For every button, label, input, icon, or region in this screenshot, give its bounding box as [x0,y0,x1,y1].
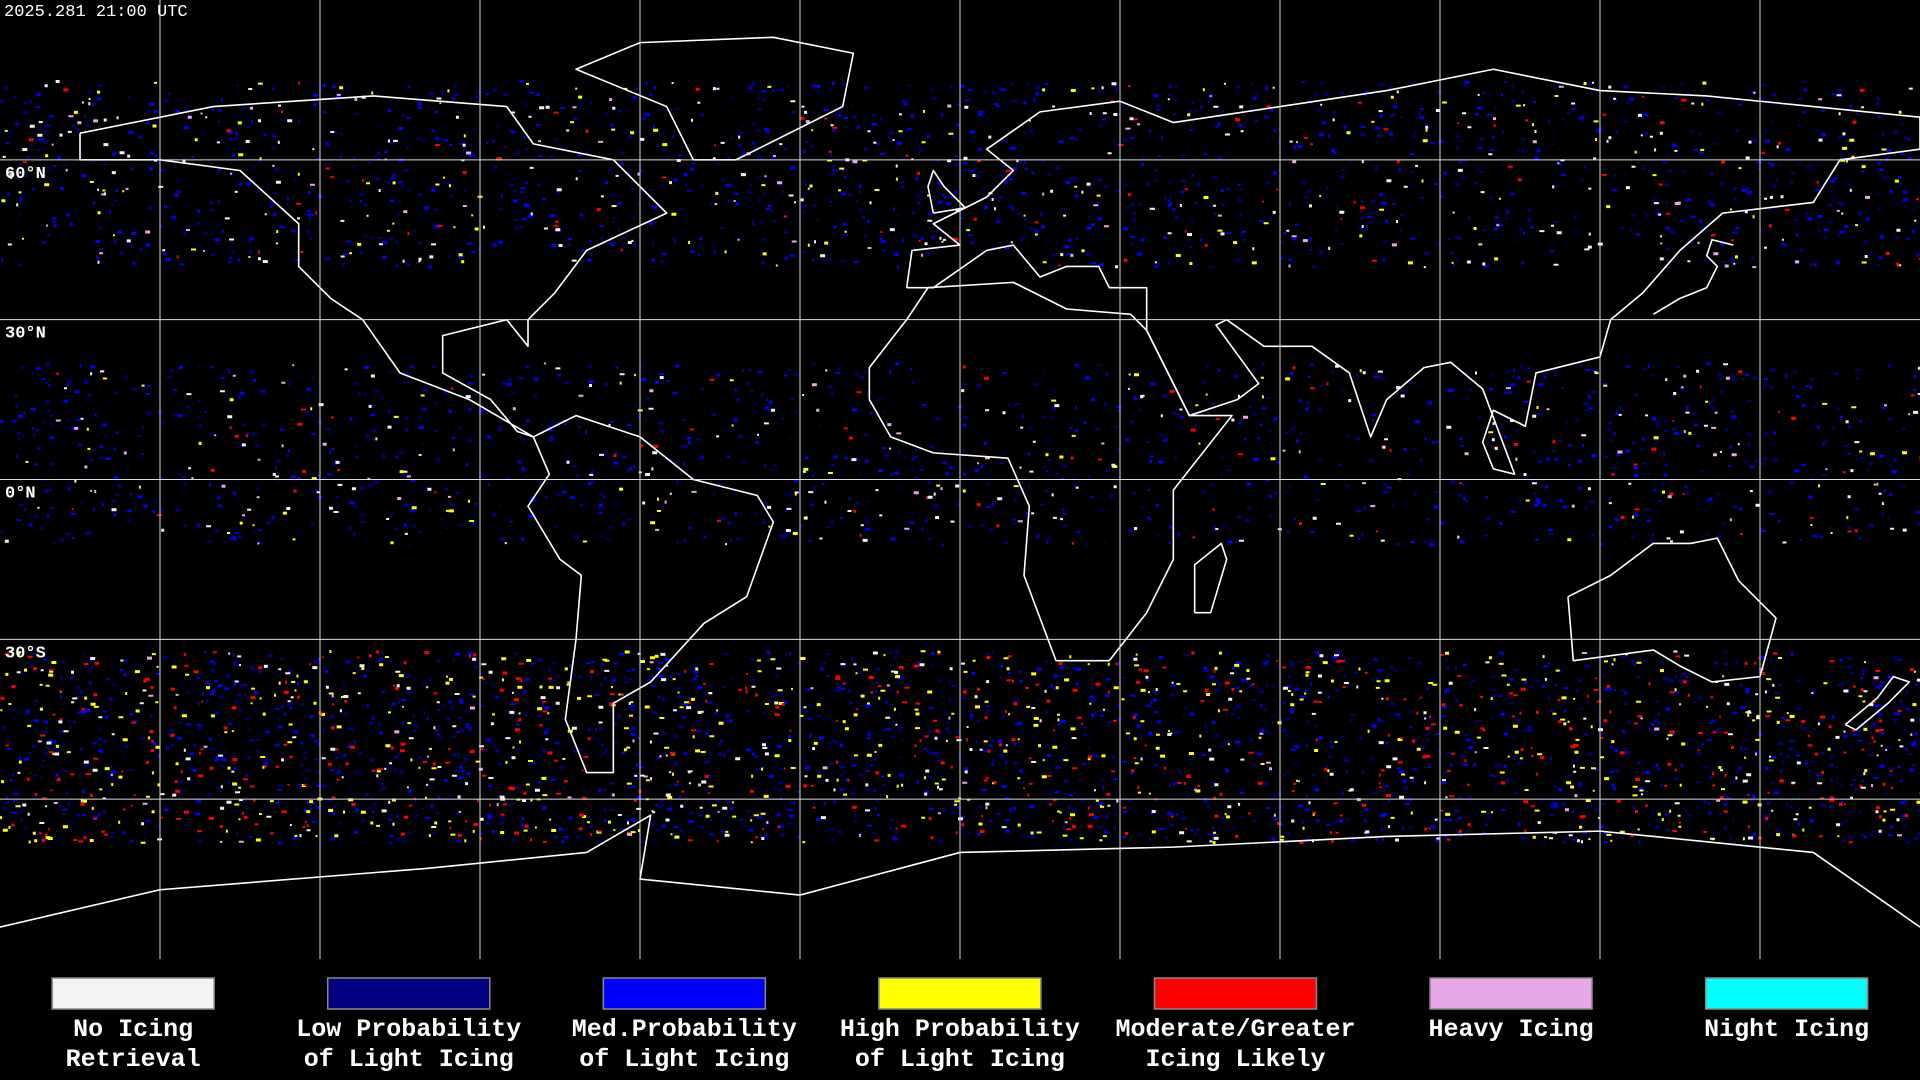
timestamp: 2025.281 21:00 UTC [4,3,188,22]
legend-label: Low Probability [296,1015,521,1044]
icing-texture [0,80,1920,845]
latitude-label: 0°N [5,485,36,504]
icing-speckles [0,81,1920,845]
latitude-label: 30°S [5,644,46,663]
coastline [0,815,1920,927]
coastline [907,69,1920,474]
legend-label: High Probability [840,1015,1080,1044]
legend-label: of Light Icing [855,1045,1065,1074]
legend-label: of Light Icing [579,1045,789,1074]
coastline [1845,677,1909,730]
legend-label: Heavy Icing [1429,1015,1594,1044]
latitude-label: 60°N [5,165,46,184]
coastline [576,37,853,160]
icing-speckles [0,80,1920,844]
legend-label: of Light Icing [304,1045,514,1074]
coastline [1653,240,1733,315]
legend-swatch [326,977,491,1010]
legend-label: Night Icing [1704,1015,1869,1044]
legend-swatch [1429,977,1593,1010]
legend-label: Icing Likely [1145,1045,1325,1074]
legend-swatch [1704,977,1869,1010]
coastline [1195,543,1227,612]
legend-swatch [878,977,1042,1010]
coastline [80,96,667,437]
coastline [869,282,1232,660]
coastline [1568,538,1776,682]
legend-label: Moderate/Greater [1115,1015,1355,1044]
graticule [0,0,1920,959]
legend-swatch [1153,977,1318,1010]
legend-label: Retrieval [66,1045,201,1074]
legend-label: No Icing [73,1015,193,1044]
legend-label: Med.Probability [572,1015,797,1044]
latitude-label: 30°N [5,325,46,344]
legend-swatch [602,977,767,1010]
legend-swatch [51,977,215,1010]
